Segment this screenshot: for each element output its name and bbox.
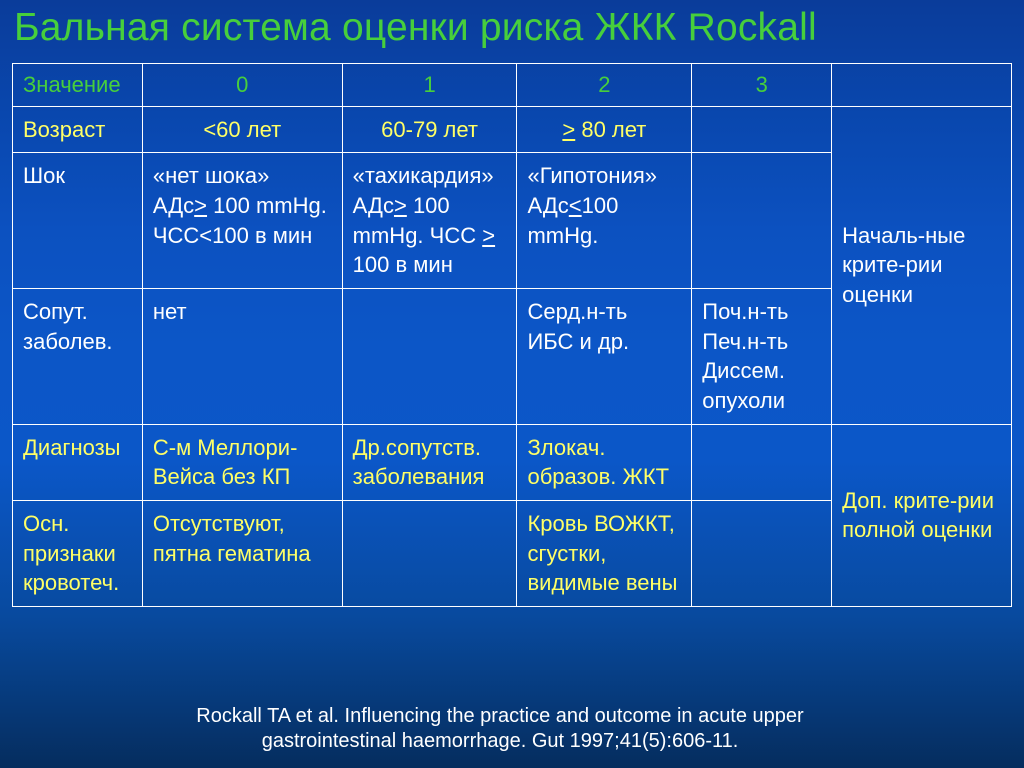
cell-shock-0-l2: АДс> 100 mmHg. ЧСС<100 в мин — [153, 191, 332, 250]
cell-diagnosis-3 — [692, 424, 832, 500]
header-score-1: 1 — [342, 63, 517, 106]
t: > — [394, 193, 407, 218]
table-header-row: Значение 0 1 2 3 — [13, 63, 1012, 106]
cell-bleeding-0: Отсутствуют, пятна гематина — [142, 501, 342, 607]
cell-bleeding-2: Кровь ВОЖКТ, сгустки, видимые вены — [517, 501, 692, 607]
t: ИБС и др. — [527, 327, 681, 357]
row-age: Возраст <60 лет 60-79 лет > 80 лет Начал… — [13, 106, 1012, 153]
row-diagnosis-label: Диагнозы — [13, 424, 143, 500]
cell-diagnosis-0: С-м Меллори-Вейса без КП — [142, 424, 342, 500]
t: АДс — [353, 193, 394, 218]
t: > — [194, 193, 207, 218]
cell-comorbid-1 — [342, 288, 517, 424]
cell-shock-2: «Гипотония» АДс<100 mmHg. — [517, 153, 692, 289]
rockall-table: Значение 0 1 2 3 Возраст <60 лет 60-79 л… — [12, 63, 1012, 607]
cell-age-2: > 80 лет — [517, 106, 692, 153]
cell-diagnosis-2: Злокач. образов. ЖКТ — [517, 424, 692, 500]
cell-comorbid-2: Серд.н-ть ИБС и др. — [517, 288, 692, 424]
cell-shock-1: «тахикардия» АДс> 100 mmHg. ЧСС > 100 в … — [342, 153, 517, 289]
cell-bleeding-3 — [692, 501, 832, 607]
cell-shock-1-l1: «тахикардия» — [353, 161, 507, 191]
cell-age-0-prefix: <60 — [203, 117, 240, 142]
cell-bleeding-1 — [342, 501, 517, 607]
citation-text: Rockall TA et al. Influencing the practi… — [0, 704, 1000, 754]
t: Поч.н-ть — [702, 297, 821, 327]
t: заболев. — [23, 327, 132, 357]
slide-title: Бальная система оценки риска ЖКК Rockall — [14, 6, 1012, 51]
row-shock-label: Шок — [13, 153, 143, 289]
cell-age-3 — [692, 106, 832, 153]
t: Диссем. опухоли — [702, 356, 821, 415]
t: АДс — [153, 193, 194, 218]
t: < — [569, 193, 582, 218]
slide-root: Бальная система оценки риска ЖКК Rockall… — [0, 0, 1024, 768]
row-age-label: Возраст — [13, 106, 143, 153]
t: > — [482, 223, 495, 248]
cell-full-criteria: Доп. крите-рии полной оценки — [832, 424, 1012, 606]
t: Сопут. — [23, 297, 132, 327]
cell-initial-criteria: Началь-ные крите-рии оценки — [832, 106, 1012, 424]
cell-age-2-prefix: > — [562, 117, 575, 142]
cell-shock-3 — [692, 153, 832, 289]
cell-comorbid-0: нет — [142, 288, 342, 424]
t: Серд.н-ть — [527, 297, 681, 327]
cell-shock-2-l1: «Гипотония» — [527, 161, 681, 191]
cell-age-2-suffix: 80 лет — [575, 117, 646, 142]
header-right-blank — [832, 63, 1012, 106]
cell-age-0-suffix: лет — [241, 117, 282, 142]
cell-shock-0: «нет шока» АДс> 100 mmHg. ЧСС<100 в мин — [142, 153, 342, 289]
header-score-3: 3 — [692, 63, 832, 106]
header-label: Значение — [13, 63, 143, 106]
row-comorbid-label: Сопут. заболев. — [13, 288, 143, 424]
cell-shock-0-l1: «нет шока» — [153, 161, 332, 191]
t: 100 в мин — [353, 252, 453, 277]
cell-age-0: <60 лет — [142, 106, 342, 153]
header-score-0: 0 — [142, 63, 342, 106]
t: Печ.н-ть — [702, 327, 821, 357]
cell-shock-1-l2: АДс> 100 mmHg. ЧСС > 100 в мин — [353, 191, 507, 280]
header-score-2: 2 — [517, 63, 692, 106]
t: АДс — [527, 193, 568, 218]
row-diagnosis: Диагнозы С-м Меллори-Вейса без КП Др.соп… — [13, 424, 1012, 500]
cell-age-1: 60-79 лет — [342, 106, 517, 153]
cell-shock-2-l2: АДс<100 mmHg. — [527, 191, 681, 250]
cell-diagnosis-1: Др.сопутств. заболевания — [342, 424, 517, 500]
row-bleeding-label: Осн. признаки кровотеч. — [13, 501, 143, 607]
cell-comorbid-3: Поч.н-ть Печ.н-ть Диссем. опухоли — [692, 288, 832, 424]
